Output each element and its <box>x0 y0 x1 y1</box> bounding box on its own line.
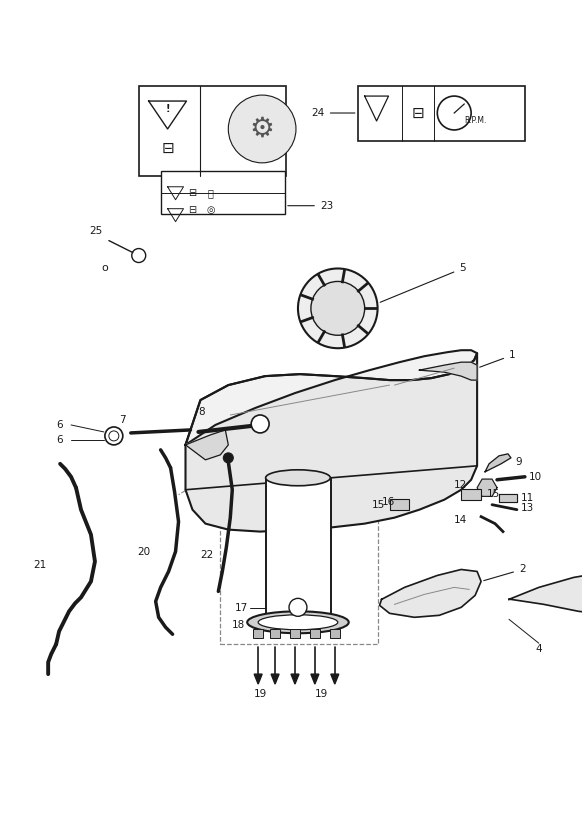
Circle shape <box>229 95 296 163</box>
Ellipse shape <box>247 611 349 634</box>
Bar <box>161 171 285 213</box>
Text: ⊟: ⊟ <box>412 105 425 120</box>
Text: 23: 23 <box>288 201 333 211</box>
Polygon shape <box>185 430 229 460</box>
Text: 6: 6 <box>56 435 63 445</box>
Text: 19: 19 <box>254 689 267 699</box>
Bar <box>461 489 481 499</box>
Polygon shape <box>149 101 187 129</box>
Polygon shape <box>185 353 477 531</box>
Text: 9: 9 <box>515 456 522 467</box>
Text: 20: 20 <box>138 546 150 556</box>
Text: 1: 1 <box>480 350 515 368</box>
Text: 19: 19 <box>315 689 328 699</box>
Circle shape <box>298 269 378 349</box>
Polygon shape <box>311 674 319 684</box>
Polygon shape <box>185 350 477 445</box>
Bar <box>253 630 263 639</box>
Text: R.P.M.: R.P.M. <box>464 116 487 125</box>
Text: ◎: ◎ <box>206 204 215 215</box>
Text: ⛽: ⛽ <box>208 188 213 198</box>
Text: 15: 15 <box>373 499 385 510</box>
Polygon shape <box>331 674 339 684</box>
Text: 4: 4 <box>536 644 542 654</box>
Text: 13: 13 <box>521 503 534 513</box>
Text: 17: 17 <box>235 603 248 613</box>
Polygon shape <box>485 454 511 472</box>
Polygon shape <box>509 568 583 616</box>
Text: 3: 3 <box>0 823 1 824</box>
Text: ⊟: ⊟ <box>161 142 174 157</box>
Polygon shape <box>380 569 481 617</box>
Bar <box>220 467 378 644</box>
Circle shape <box>223 453 233 463</box>
Text: 16: 16 <box>381 497 395 507</box>
Text: 18: 18 <box>232 620 245 630</box>
Circle shape <box>105 427 123 445</box>
Bar <box>266 478 331 617</box>
Polygon shape <box>364 96 388 121</box>
Bar <box>389 499 409 510</box>
Ellipse shape <box>258 615 338 630</box>
Text: 14: 14 <box>454 515 467 525</box>
Polygon shape <box>419 363 477 380</box>
Text: 22: 22 <box>200 550 213 559</box>
Text: 21: 21 <box>33 560 47 570</box>
Text: 5: 5 <box>380 264 466 302</box>
Circle shape <box>289 598 307 616</box>
Bar <box>358 86 525 141</box>
Bar <box>310 630 320 639</box>
Text: 2: 2 <box>484 564 525 581</box>
Polygon shape <box>477 479 497 496</box>
Polygon shape <box>254 674 262 684</box>
Text: ⊟: ⊟ <box>188 188 196 198</box>
Bar <box>330 630 340 639</box>
Polygon shape <box>499 494 517 502</box>
Circle shape <box>251 415 269 433</box>
Polygon shape <box>291 674 299 684</box>
Text: ⚙: ⚙ <box>250 115 275 143</box>
Text: 7: 7 <box>119 415 125 425</box>
Polygon shape <box>271 674 279 684</box>
Text: 11: 11 <box>521 493 534 503</box>
Circle shape <box>437 96 471 130</box>
Text: 24: 24 <box>311 108 355 118</box>
Text: ⊟: ⊟ <box>188 204 196 215</box>
Text: o: o <box>101 264 108 274</box>
Bar <box>139 86 286 176</box>
Circle shape <box>311 282 364 335</box>
Text: 8: 8 <box>198 407 205 417</box>
Text: 25: 25 <box>89 226 102 236</box>
Text: 12: 12 <box>454 480 467 489</box>
Text: 15: 15 <box>487 489 500 499</box>
Bar <box>290 630 300 639</box>
Bar <box>270 630 280 639</box>
Ellipse shape <box>266 470 331 486</box>
Text: 10: 10 <box>529 472 542 482</box>
Text: !: ! <box>166 104 170 114</box>
Text: 6: 6 <box>56 420 63 430</box>
